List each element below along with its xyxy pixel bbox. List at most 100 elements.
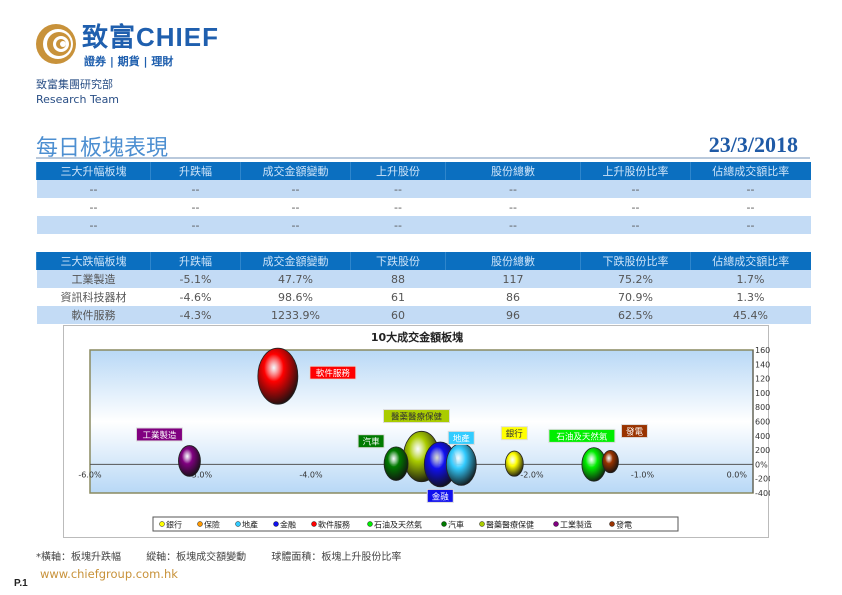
legend-marker <box>367 521 373 527</box>
y-tick-label: 1600% <box>755 346 770 355</box>
table-row: 工業製造 -5.1% 47.7% 88 117 75.2% 1.7% <box>36 270 811 288</box>
legend-item: 保險 <box>204 520 220 530</box>
legend-item: 工業製造 <box>560 520 592 530</box>
data-label-box <box>383 409 450 424</box>
y-tick-label: 1000% <box>755 389 770 398</box>
column-header: 上升股份比率 <box>580 162 691 180</box>
table-cell: 1.7% <box>690 270 811 288</box>
table-cell: -- <box>394 200 402 214</box>
table-cell: 117 <box>445 270 581 288</box>
data-label: 發電 <box>626 428 644 438</box>
data-label-box <box>548 428 616 443</box>
table-cell: 軟件服務 <box>36 306 151 324</box>
data-label: 醫藥醫療保健 <box>391 412 443 423</box>
chart-canvas: 10大成交金額板塊-6.0%-5.0%-4.0%-3.0%-2.0%-1.0%0… <box>78 330 770 532</box>
page-number: P.1 <box>14 578 28 589</box>
legend-box <box>152 516 679 532</box>
column-header: 上升股份 <box>350 162 446 180</box>
data-label-box <box>135 427 183 442</box>
table-cell: -- <box>240 180 351 198</box>
table-cell: -- <box>36 180 151 198</box>
data-label-box <box>500 426 528 441</box>
data-label: 汽車 <box>363 437 381 448</box>
table-cell: -- <box>580 180 691 198</box>
y-tick-label: 800% <box>755 403 770 412</box>
legend-marker <box>441 521 447 527</box>
table-cell: -- <box>445 216 581 234</box>
table-row: -- -- -- -- -- -- -- <box>37 198 811 216</box>
table-cell: -- <box>89 200 98 214</box>
table-row: 資訊科技器材 -4.6% 98.6% 61 86 70.9% 1.3% <box>37 288 811 306</box>
table-cell: 75.2% <box>580 270 691 288</box>
legend-marker <box>479 521 485 527</box>
column-header: 三大跌幅板塊 <box>36 252 151 270</box>
data-label: 石油及天然氣 <box>556 431 608 442</box>
table-cell: 45.4% <box>690 306 811 324</box>
table-cell: -- <box>690 180 811 198</box>
table-row: -- -- -- -- -- -- -- <box>36 180 811 198</box>
y-tick-label: 1400% <box>755 360 770 369</box>
chart-title: 10大成交金額板塊 <box>371 330 463 344</box>
table-cell: 47.7% <box>240 270 351 288</box>
bubble-0 <box>504 450 524 477</box>
data-label: 軟件服務 <box>316 368 351 379</box>
legend-marker <box>159 521 165 527</box>
column-header: 股份總數 <box>445 252 581 270</box>
data-label-box <box>620 424 648 439</box>
table-cell: 86 <box>506 290 520 304</box>
table-cell: 工業製造 <box>36 270 151 288</box>
logo-text: 致富CHIEF <box>82 22 220 52</box>
column-header: 三大升幅板塊 <box>36 162 151 180</box>
data-label-box <box>309 365 357 380</box>
data-label: 地產 <box>453 433 471 444</box>
legend-marker <box>609 521 615 527</box>
table-cell: -- <box>291 200 300 214</box>
bubble-6 <box>383 446 409 481</box>
data-label-box <box>357 434 385 449</box>
y-tick-label: 0% <box>755 460 768 469</box>
chart-notes: *橫軸：板塊升跌幅 縱軸：板塊成交額變動 球體面積：板塊上升股份比率 <box>36 548 423 563</box>
bubble-9 <box>602 449 619 474</box>
x-tick-label: -1.0% <box>631 470 655 479</box>
column-header: 成交金額變動 <box>240 162 351 180</box>
bubble-4 <box>257 347 299 405</box>
table-cell: 70.9% <box>618 290 653 304</box>
y-tick-label: -200% <box>755 475 770 484</box>
bubble-8 <box>178 445 201 477</box>
bubble-5 <box>581 447 607 482</box>
table-header: 三大跌幅板塊 升跌幅 成交金額變動 下跌股份 股份總數 下跌股份比率 佔總成交額比率 <box>36 252 811 270</box>
x-tick-label: -6.0% <box>78 470 102 479</box>
chief-logo-icon <box>36 24 76 64</box>
data-label: 銀行 <box>506 429 524 440</box>
x-tick-label: 0.0% <box>727 470 748 479</box>
table-cell: -- <box>746 200 755 214</box>
legend-item: 銀行 <box>166 520 182 530</box>
y-tick-label: 600% <box>755 418 770 427</box>
y-tick-label: 400% <box>755 432 770 441</box>
legend-item: 地產 <box>242 520 258 530</box>
table-cell: -- <box>445 180 581 198</box>
column-header: 下跌股份 <box>350 252 446 270</box>
table-row: 軟件服務 -4.3% 1233.9% 60 96 62.5% 45.4% <box>36 306 811 324</box>
data-label: 工業製造 <box>142 430 177 441</box>
table-cell: -- <box>690 216 811 234</box>
table-cell: -4.6% <box>179 290 212 304</box>
x-tick-label: -4.0% <box>299 470 323 479</box>
y-tick-label: -400% <box>755 489 770 498</box>
x-tick-label: -5.0% <box>189 470 213 479</box>
website-link[interactable]: www.chiefgroup.com.hk <box>40 567 178 581</box>
table-cell: -4.3% <box>150 306 241 324</box>
table-cell: -- <box>240 216 351 234</box>
table-cell: -- <box>350 180 446 198</box>
legend-marker <box>553 521 559 527</box>
legend-item: 汽車 <box>448 520 464 530</box>
table-cell: -- <box>509 200 517 214</box>
table-cell: -- <box>580 216 691 234</box>
data-label: 金融 <box>432 491 450 502</box>
x-tick-label: -2.0% <box>520 470 544 479</box>
top-losers-table: 三大跌幅板塊 升跌幅 成交金額變動 下跌股份 股份總數 下跌股份比率 佔總成交額比率 工業製… <box>36 252 811 324</box>
table-cell: 資訊科技器材 <box>60 291 127 304</box>
table-cell: -5.1% <box>150 270 241 288</box>
column-header: 下跌股份比率 <box>580 252 691 270</box>
bubble-2 <box>445 442 477 486</box>
